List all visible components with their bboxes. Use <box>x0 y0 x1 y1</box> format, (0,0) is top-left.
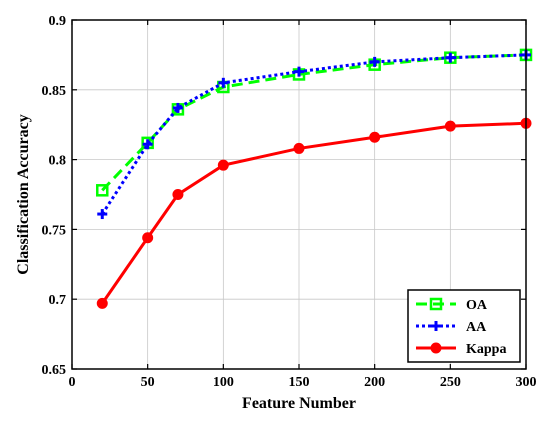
x-tick-label: 0 <box>69 375 76 390</box>
x-tick-label: 150 <box>289 375 310 390</box>
legend-label-oa: OA <box>466 298 488 313</box>
data-point-aa <box>97 209 108 220</box>
legend-label-aa: AA <box>466 320 487 335</box>
y-axis-title: Classification Accuracy <box>15 114 32 274</box>
data-point-oa <box>96 184 109 197</box>
data-point-kappa <box>142 232 154 244</box>
data-point-aa <box>445 52 456 63</box>
legend-marker-aa <box>431 321 441 331</box>
y-tick-label: 0.85 <box>42 84 67 99</box>
data-point-kappa <box>293 142 305 154</box>
data-point-aa <box>294 66 304 77</box>
legend-marker-oa <box>429 297 443 311</box>
data-point-aa <box>218 77 229 88</box>
x-tick-label: 50 <box>141 375 155 390</box>
legend-label-kappa: Kappa <box>466 342 506 357</box>
data-point-kappa <box>369 131 381 143</box>
x-tick-label: 200 <box>364 375 385 390</box>
data-point-kappa <box>96 297 108 309</box>
x-tick-label: 300 <box>516 375 537 390</box>
series-line-aa <box>101 53 527 215</box>
legend: OA AA Kappa <box>407 289 521 363</box>
axes: 0 50 100 150 200 250 300 0.65 0.7 0.75 0.8 0.85 0.9 <box>42 14 537 390</box>
series-layer <box>96 48 533 309</box>
series-line-oa <box>101 53 527 192</box>
data-point-aa <box>142 139 153 150</box>
y-tick-label: 0.75 <box>42 223 67 238</box>
y-tick-label: 0.9 <box>49 14 67 29</box>
data-point-aa <box>369 56 380 67</box>
legend-box <box>407 289 521 363</box>
data-point-kappa <box>444 120 456 132</box>
x-tick-label: 100 <box>213 375 234 390</box>
data-point-aa <box>172 102 183 113</box>
legend-marker-kappa <box>430 342 442 354</box>
series-line-kappa <box>101 121 527 305</box>
data-point-kappa <box>217 159 229 171</box>
y-tick-label: 0.7 <box>49 293 67 308</box>
y-tick-label: 0.65 <box>42 363 67 378</box>
data-point-kappa <box>172 189 184 200</box>
y-tick-label: 0.8 <box>49 154 67 169</box>
x-axis-title: Feature Number <box>242 395 356 412</box>
x-tick-label: 250 <box>440 375 461 390</box>
